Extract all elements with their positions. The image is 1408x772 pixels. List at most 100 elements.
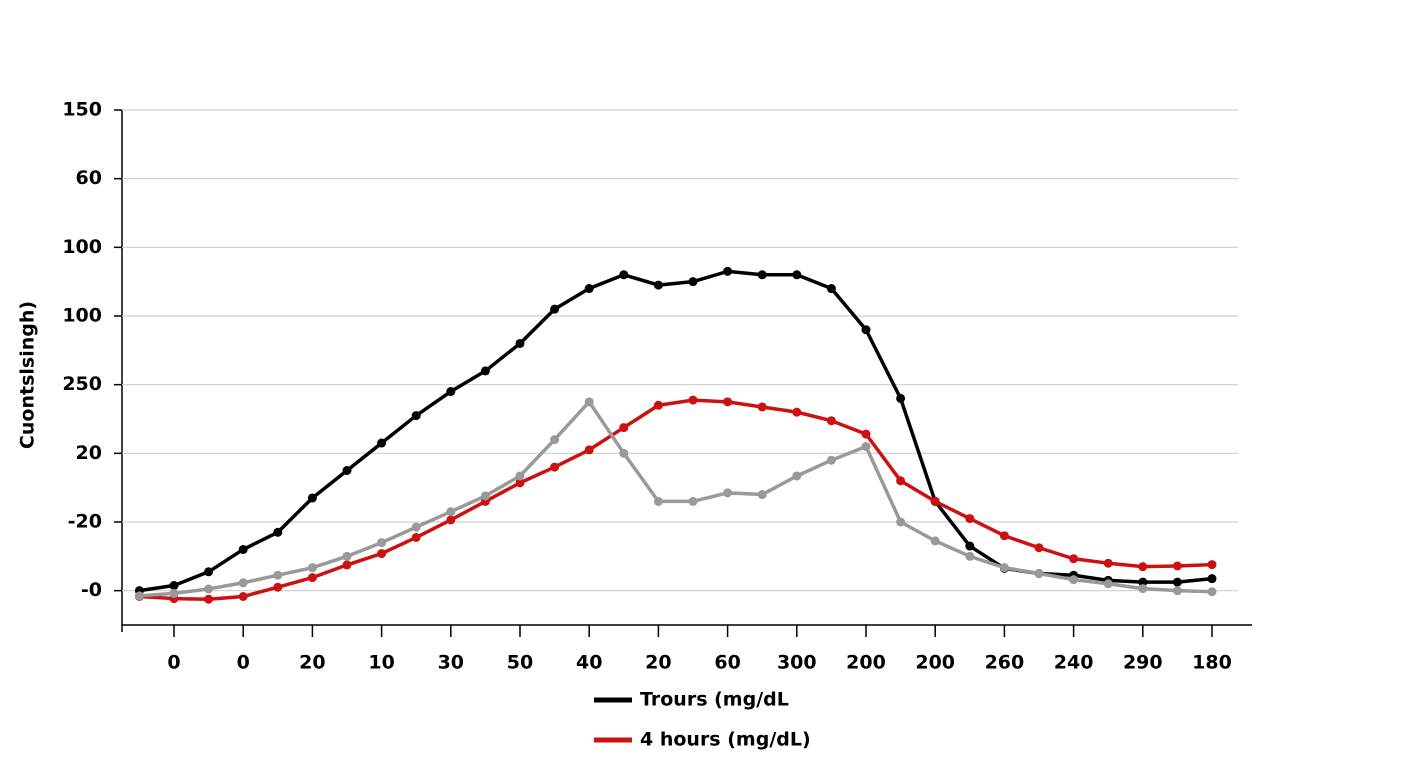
point	[930, 496, 940, 506]
point	[273, 582, 283, 592]
point	[238, 544, 248, 554]
x-tick-label: 20	[299, 652, 325, 674]
point	[169, 581, 179, 591]
point	[1103, 558, 1113, 568]
point	[896, 476, 906, 486]
point	[1103, 579, 1113, 589]
x-tick-label: 10	[368, 652, 394, 674]
x-tick-label: 0	[167, 652, 180, 674]
y-tick-label: 250	[62, 373, 102, 395]
series-line	[139, 398, 1213, 601]
point	[723, 266, 733, 276]
y-tick-label: -20	[68, 511, 102, 533]
point	[204, 584, 214, 594]
point	[757, 270, 767, 280]
x-tick-label: 50	[507, 652, 533, 674]
point	[480, 491, 490, 501]
point	[792, 407, 802, 417]
series-line	[139, 400, 1213, 598]
point	[515, 471, 525, 481]
point	[688, 395, 698, 405]
y-tick-label: 100	[62, 305, 102, 327]
point	[1207, 574, 1217, 584]
point	[550, 462, 560, 472]
point	[377, 538, 387, 548]
point	[550, 304, 560, 314]
x-tick-label: 0	[237, 652, 250, 674]
point	[411, 522, 421, 532]
legend-label: Trours (mg/dL	[640, 689, 789, 711]
point	[1172, 586, 1182, 596]
y-tick-label: -0	[81, 579, 102, 601]
point	[1172, 577, 1182, 587]
point	[307, 493, 317, 503]
point	[965, 551, 975, 561]
x-tick-label: 260	[985, 652, 1025, 674]
point	[896, 517, 906, 527]
point	[999, 563, 1009, 573]
y-tick-label: 20	[76, 442, 102, 464]
point	[792, 270, 802, 280]
point	[861, 325, 871, 335]
point	[1069, 554, 1079, 564]
point	[273, 527, 283, 537]
point	[515, 478, 525, 488]
x-tick-label: 200	[915, 652, 955, 674]
point	[1207, 560, 1217, 570]
point	[999, 531, 1009, 541]
point	[411, 411, 421, 421]
point	[307, 563, 317, 573]
point	[238, 592, 248, 602]
point	[342, 560, 352, 570]
point	[411, 532, 421, 542]
y-tick-label: 100	[62, 236, 102, 258]
point	[965, 514, 975, 524]
point	[757, 402, 767, 412]
point	[307, 573, 317, 583]
point	[377, 438, 387, 448]
point	[792, 471, 802, 481]
point	[480, 366, 490, 376]
point	[688, 496, 698, 506]
y-tick-label: 60	[76, 167, 102, 189]
point	[826, 416, 836, 426]
point	[1138, 577, 1148, 587]
x-tick-label: 290	[1123, 652, 1163, 674]
x-tick-label: 20	[645, 652, 671, 674]
x-tick-label: 180	[1192, 652, 1232, 674]
point	[515, 338, 525, 348]
point	[653, 496, 663, 506]
y-tick-label: 150	[62, 99, 102, 121]
legend-label: 4 hours (mg/dL)	[640, 729, 811, 751]
point	[1069, 575, 1079, 585]
point	[446, 387, 456, 397]
point	[134, 591, 144, 601]
point	[238, 578, 248, 588]
point	[1172, 561, 1182, 571]
x-tick-label: 60	[714, 652, 740, 674]
point	[584, 397, 594, 407]
x-tick-label: 30	[438, 652, 464, 674]
point	[861, 441, 871, 451]
point	[930, 536, 940, 546]
point	[1207, 587, 1217, 597]
point	[342, 551, 352, 561]
point	[826, 284, 836, 294]
point	[377, 549, 387, 559]
point	[861, 429, 871, 439]
x-tick-label: 40	[576, 652, 602, 674]
point	[204, 567, 214, 577]
point	[619, 270, 629, 280]
point	[688, 277, 698, 287]
point	[1138, 562, 1148, 572]
point	[653, 280, 663, 290]
point	[169, 588, 179, 598]
point	[1034, 543, 1044, 553]
point	[896, 393, 906, 403]
point	[826, 455, 836, 465]
x-tick-label: 300	[777, 652, 817, 674]
point	[342, 466, 352, 475]
point	[584, 445, 594, 455]
series-line	[139, 269, 1213, 593]
